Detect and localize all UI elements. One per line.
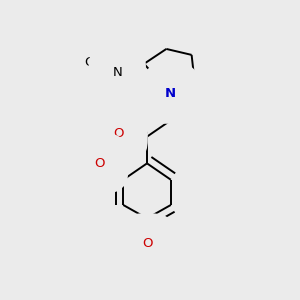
Text: C: C xyxy=(84,56,94,69)
Text: N: N xyxy=(165,87,176,100)
Text: O: O xyxy=(142,237,152,250)
Text: N: N xyxy=(60,51,71,64)
Text: O: O xyxy=(94,157,105,170)
Text: O: O xyxy=(113,127,124,140)
Text: N: N xyxy=(112,66,122,79)
